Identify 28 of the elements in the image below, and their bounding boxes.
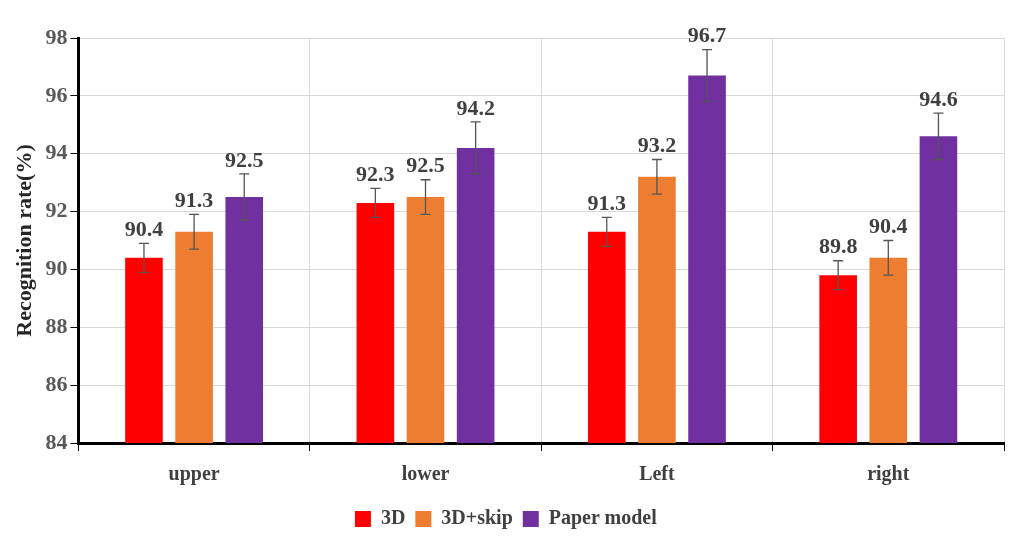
y-tick-label: 94 bbox=[45, 139, 68, 165]
x-tick-label: upper bbox=[168, 462, 220, 486]
data-label: 94.6 bbox=[919, 85, 958, 111]
data-label: 93.2 bbox=[637, 132, 677, 158]
legend-label: 3D bbox=[380, 506, 406, 529]
data-label: 94.2 bbox=[456, 94, 495, 120]
y-tick-label: 98 bbox=[45, 23, 68, 49]
data-label: 91.3 bbox=[587, 190, 627, 216]
data-label: 92.3 bbox=[356, 161, 395, 187]
data-label: 92.5 bbox=[224, 146, 264, 172]
legend-label: Paper model bbox=[548, 506, 658, 530]
x-tick-label: right bbox=[867, 462, 910, 486]
x-tick-label: Left bbox=[639, 462, 675, 485]
data-label: 96.7 bbox=[687, 22, 727, 48]
y-tick-label: 90 bbox=[45, 255, 68, 281]
data-label: 90.4 bbox=[869, 213, 908, 239]
data-label: 90.4 bbox=[124, 216, 164, 242]
data-label: 91.3 bbox=[174, 187, 214, 213]
y-tick-label: 96 bbox=[45, 81, 68, 107]
y-tick-label: 86 bbox=[45, 370, 68, 396]
data-label: 89.8 bbox=[818, 233, 858, 259]
legend-label: 3D+skip bbox=[441, 506, 513, 530]
y-tick-label: 92 bbox=[45, 197, 68, 223]
y-axis-title: Recognition rate(%) bbox=[10, 144, 36, 337]
x-tick-label: lower bbox=[401, 462, 450, 485]
data-label: 92.5 bbox=[406, 152, 445, 178]
y-tick-label: 88 bbox=[45, 312, 68, 338]
y-tick-label: 84 bbox=[45, 428, 68, 454]
